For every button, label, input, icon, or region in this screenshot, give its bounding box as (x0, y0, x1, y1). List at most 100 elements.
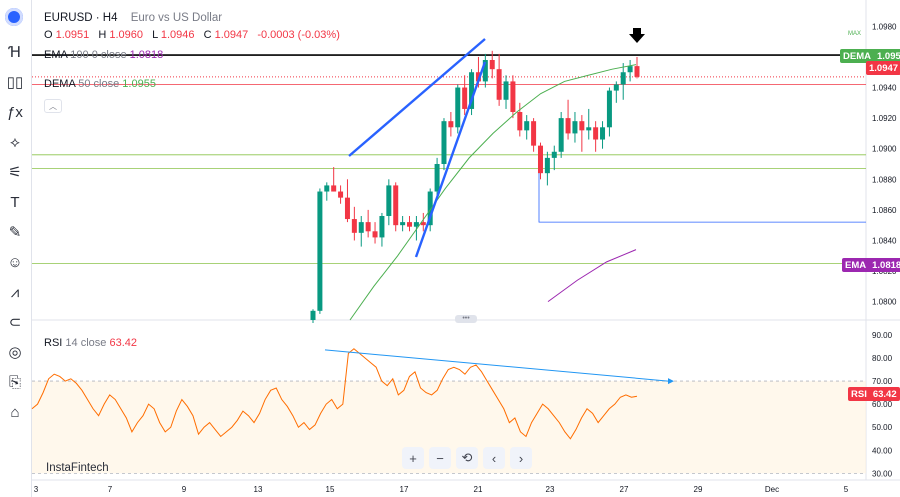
shapes-icon[interactable]: ✎ (8, 224, 22, 241)
rsi-value: 63.42 (109, 337, 137, 349)
close-value: 1.0947 (214, 29, 249, 41)
candle-body (565, 118, 571, 134)
price-tick-label: 1.0800 (872, 298, 897, 307)
ema-legend[interactable]: EMA 100 0 close 1.0818 (44, 49, 163, 61)
ohlc-legend: O 1.0951 H 1.0960 L 1.0946 C 1.0947 -0.0… (44, 29, 340, 41)
scroll-right-button[interactable]: › (510, 447, 532, 469)
brand-watermark: InstaFintech (46, 462, 109, 474)
rsi-tick-label: 30.00 (872, 469, 893, 478)
candle-body (489, 60, 495, 70)
candle-body (558, 118, 564, 152)
candle-body (551, 151, 557, 158)
candle-body (510, 81, 516, 112)
candles-icon[interactable]: ▯▯ (6, 74, 24, 91)
time-tick-label: 21 (474, 485, 483, 494)
fx-icon[interactable]: ƒx (7, 103, 23, 121)
candle-body (600, 127, 606, 140)
dema-series-line (349, 64, 637, 321)
candle-body (365, 222, 371, 232)
time-tick-label: 27 (620, 485, 629, 494)
candle-body (331, 185, 337, 192)
candle-body (593, 127, 599, 140)
time-tick-label: 5 (844, 485, 849, 494)
price-tick-label: 1.0980 (872, 22, 897, 31)
trash-icon[interactable]: ⌂ (10, 403, 20, 421)
text-icon[interactable]: T (10, 193, 20, 211)
fib-icon[interactable]: Ɦ (8, 44, 21, 61)
pattern-icon[interactable]: ⩘ (10, 283, 20, 301)
symbol-legend: EURUSD · H4 Euro vs US Dollar (44, 12, 222, 24)
candle-body (358, 222, 364, 233)
ema-badge-value: 1.0818 (872, 259, 900, 271)
price-tick-label: 1.0920 (872, 114, 897, 123)
open-value: 1.0951 (55, 29, 90, 41)
high-label: H (98, 29, 107, 41)
candle-body (537, 145, 543, 174)
candle-body (434, 164, 440, 192)
candle-body (372, 231, 378, 238)
magnet-icon[interactable]: ⊂ (8, 314, 22, 331)
zoom-in-button[interactable]: + (402, 447, 424, 469)
down-arrow-icon (629, 28, 645, 43)
scroll-left-button[interactable]: ‹ (483, 447, 505, 469)
collapse-legend-button[interactable]: ︿ (44, 99, 62, 113)
eye-icon[interactable]: ◎ (8, 344, 22, 361)
emoji-icon[interactable]: ☺ (7, 253, 23, 271)
dema-badge-value: 1.0955 (876, 50, 900, 62)
close-label: C (203, 29, 212, 41)
candle-body (606, 90, 612, 128)
nodes-icon[interactable]: ⟡ (10, 133, 20, 151)
change-value: -0.0003 (-0.03%) (257, 29, 340, 41)
low-label: L (152, 29, 158, 41)
rsi-legend[interactable]: RSI 14 close 63.42 (44, 337, 137, 349)
time-tick-label: 15 (326, 485, 335, 494)
time-tick-label: 13 (254, 485, 263, 494)
candle-body (496, 69, 502, 100)
ema-name: EMA (44, 49, 68, 61)
rsi-tick-label: 70.00 (872, 377, 893, 386)
flag-icon[interactable] (5, 8, 23, 26)
zoom-out-button[interactable]: − (429, 447, 451, 469)
dema-badge-label: DEMA (843, 50, 871, 62)
dema-legend[interactable]: DEMA 50 close 1.0955 (44, 78, 156, 90)
ema-value: 1.0818 (129, 49, 164, 61)
rsi-tick-label: 40.00 (872, 446, 893, 455)
time-tick-label: 23 (546, 485, 555, 494)
divergence-arrowhead-icon (668, 378, 674, 385)
time-tick-label: 7 (108, 485, 113, 494)
candle-body (455, 87, 461, 128)
candle-body (634, 66, 640, 77)
candle-body (627, 66, 633, 73)
rsi-badge-value: 63.42 (872, 388, 897, 400)
chart-navigation: + − ⟲ ‹ › (402, 447, 532, 469)
drawing-toolbar: Ɦ ▯▯ ƒx ⟡ ⚟ T ✎ ☺ ⩘ ⊂ ◎ ⎘ ⌂ (0, 0, 32, 497)
candle-body (400, 222, 406, 226)
price-tick-label: 1.0840 (872, 236, 897, 245)
candle-body (544, 157, 550, 174)
dema-value: 1.0955 (122, 78, 156, 90)
dema-params: 50 close (78, 78, 120, 90)
candle-body (427, 191, 433, 226)
symbol-description: Euro vs US Dollar (130, 12, 223, 24)
candle-body (338, 191, 344, 198)
symbol-name[interactable]: EURUSD · H4 (44, 12, 118, 24)
low-marker-line (538, 170, 866, 223)
candle-body (613, 84, 619, 91)
high-value: 1.0960 (109, 29, 144, 41)
brush-icon[interactable]: ⚟ (8, 164, 22, 181)
pane-resize-handle[interactable]: ••• (455, 315, 477, 323)
time-tick-label: 29 (694, 485, 703, 494)
reset-view-button[interactable]: ⟲ (456, 447, 478, 469)
ema-badge-label: EMA (845, 259, 867, 271)
candle-body (579, 121, 585, 131)
candle-body (572, 121, 578, 134)
candle-body (531, 121, 537, 146)
rsi-name: RSI (44, 337, 63, 349)
trendline-upper (348, 38, 486, 157)
rsi-tick-label: 80.00 (872, 354, 893, 363)
last-price-badge: 1.0947 (866, 61, 900, 75)
lock-icon[interactable]: ⎘ (8, 373, 21, 391)
rsi-tick-label: 90.00 (872, 331, 893, 340)
rsi-tick-label: 50.00 (872, 423, 893, 432)
